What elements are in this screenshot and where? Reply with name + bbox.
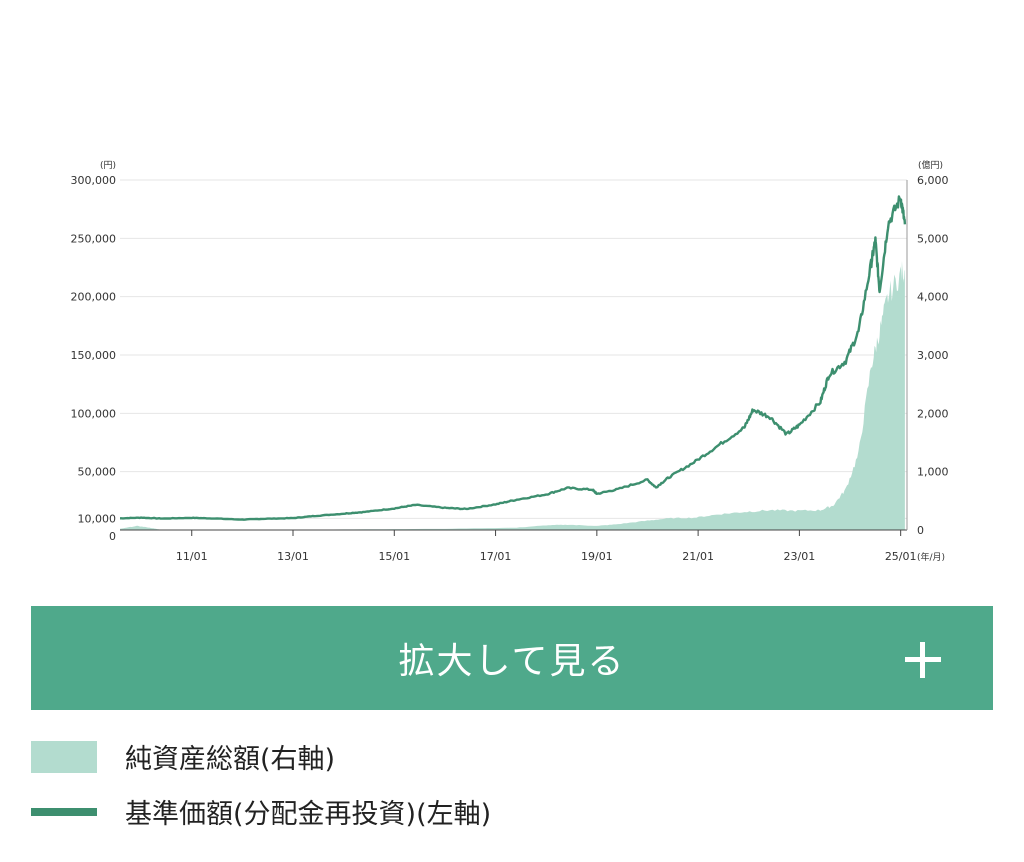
x-tick-label-4: 19/01 <box>581 550 613 563</box>
x-tick-label-3: 17/01 <box>480 550 512 563</box>
right-tick-label-5: 5,000 <box>917 232 949 245</box>
x-tick-label-1: 13/01 <box>277 550 309 563</box>
legend-swatch-area <box>31 740 97 773</box>
net-assets-area-series <box>120 260 905 530</box>
plus-icon <box>905 642 941 678</box>
legend-item-net-assets: 純資産総額(右軸) <box>31 737 335 776</box>
x-axis-unit: (年/月) <box>917 551 945 563</box>
net-assets-area <box>120 260 905 530</box>
right-tick-label-4: 4,000 <box>917 291 949 304</box>
right-axis-unit: (億円) <box>918 159 943 171</box>
left-tick-label-6: 250,000 <box>71 232 117 245</box>
x-tick-label-2: 15/01 <box>378 550 410 563</box>
x-tick-label-0: 11/01 <box>176 550 208 563</box>
x-axis-ticks: 11/01 13/01 15/01 17/01 19/01 21/01 23/01 25/01 <box>176 530 917 563</box>
legend-swatch-line <box>31 807 97 816</box>
expand-chart-button[interactable]: 拡大して見る <box>31 606 993 710</box>
left-axis-unit: (円) <box>100 160 116 171</box>
axes <box>120 180 908 531</box>
fund-chart: (円) (億円) (年/月) 0 10,000 50,000 100,000 150,0… <box>71 159 949 563</box>
expand-button-label: 拡大して見る <box>398 641 626 682</box>
x-tick-label-6: 23/01 <box>784 550 816 563</box>
right-tick-label-1: 1,000 <box>917 466 949 479</box>
left-tick-label-4: 150,000 <box>71 349 117 362</box>
nav-line <box>120 195 907 521</box>
left-tick-label-5: 200,000 <box>71 291 117 304</box>
right-axis-ticks: 0 1,000 2,000 3,000 4,000 5,000 6,000 <box>917 174 949 537</box>
left-tick-label-1: 10,000 <box>78 512 117 525</box>
left-tick-label-2: 50,000 <box>78 466 117 479</box>
legend-item-nav: 基準価額(分配金再投資)(左軸) <box>31 792 491 831</box>
left-tick-label-7: 300,000 <box>71 174 117 187</box>
left-axis-ticks: 0 10,000 50,000 100,000 150,000 200,000 250,00… <box>71 174 117 543</box>
left-tick-label-0: 0 <box>109 530 116 543</box>
x-tick-label-7: 25/01 <box>885 550 917 563</box>
nav-line-series <box>120 195 907 521</box>
gridlines <box>120 179 907 519</box>
right-tick-label-0: 0 <box>917 524 924 537</box>
right-tick-label-3: 3,000 <box>917 349 949 362</box>
x-tick-label-5: 21/01 <box>682 550 714 563</box>
right-tick-label-2: 2,000 <box>917 407 949 420</box>
legend-label-nav: 基準価額(分配金再投資)(左軸) <box>125 799 492 830</box>
legend-label-net-assets: 純資産総額(右軸) <box>125 744 336 775</box>
right-tick-label-6: 6,000 <box>917 174 949 187</box>
left-tick-label-3: 100,000 <box>71 407 117 420</box>
